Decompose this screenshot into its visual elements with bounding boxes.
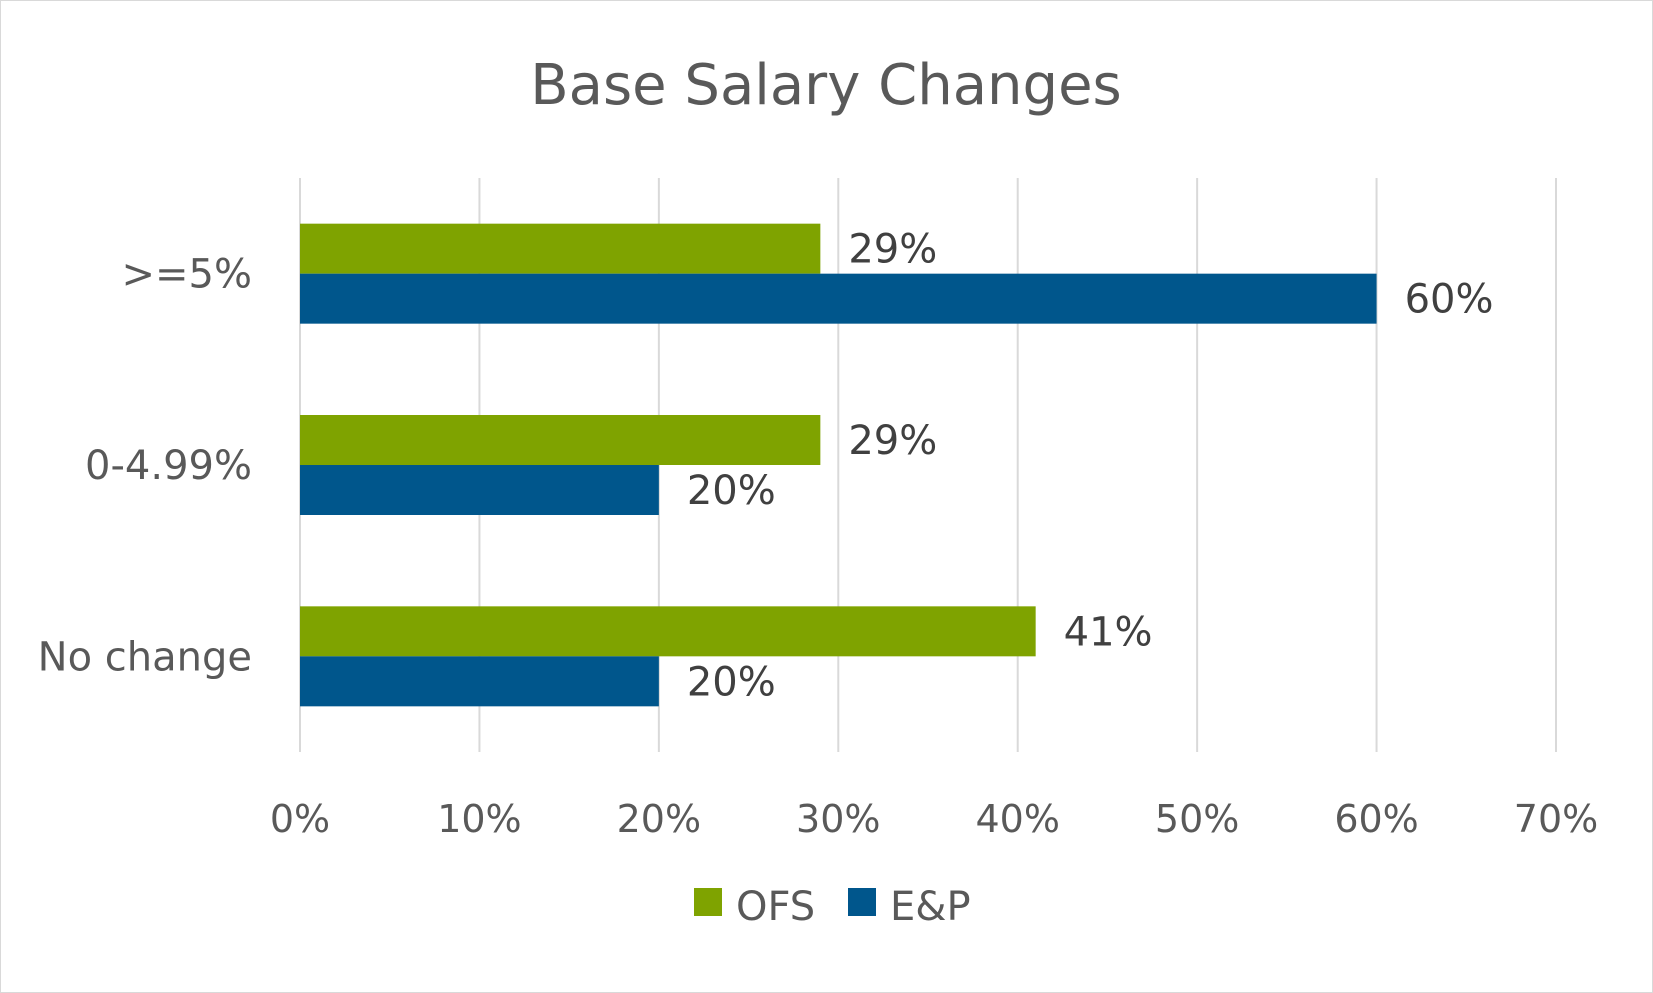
category-label-0: >=5% (122, 252, 253, 298)
data-label-ofs-2: 41% (1064, 609, 1153, 655)
bar-ofs-0 (300, 223, 821, 274)
data-label-ofs-0: 29% (848, 227, 937, 273)
bar-ofs-1 (300, 415, 821, 465)
legend-label-ofs: OFS (736, 884, 815, 930)
bar-ep-0 (300, 273, 1377, 324)
x-tick-label-2: 20% (617, 797, 701, 841)
bar-ep-1 (300, 465, 659, 515)
legend-swatch-ep (848, 888, 876, 916)
x-tick-label-6: 60% (1334, 797, 1418, 841)
x-tick-label-4: 40% (975, 797, 1059, 841)
x-tick-label-0: 0% (270, 797, 330, 841)
category-label-2: No change (38, 634, 252, 680)
bars (300, 223, 1377, 707)
data-label-ofs-1: 29% (848, 418, 937, 464)
category-label-1: 0-4.99% (85, 443, 252, 489)
x-axis-ticks: 0% 10% 20% 30% 40% 50% 60% 70% (270, 797, 1598, 841)
legend-swatch-ofs (694, 888, 722, 916)
x-tick-label-5: 50% (1155, 797, 1239, 841)
data-label-ep-0: 60% (1405, 277, 1494, 323)
data-label-ep-2: 20% (687, 659, 776, 705)
x-tick-label-3: 30% (796, 797, 880, 841)
legend-label-ep: E&P (890, 884, 971, 930)
data-labels: 29% 60% 29% 20% 41% 20% (687, 227, 1494, 706)
bar-ofs-2 (300, 606, 1036, 657)
data-label-ep-1: 20% (687, 468, 776, 514)
legend: OFS E&P (694, 884, 971, 930)
chart-title: Base Salary Changes (530, 53, 1121, 118)
x-tick-label-7: 70% (1514, 797, 1598, 841)
bar-ep-2 (300, 656, 659, 707)
y-axis-categories: >=5% 0-4.99% No change (38, 252, 252, 681)
x-tick-label-1: 10% (437, 797, 521, 841)
